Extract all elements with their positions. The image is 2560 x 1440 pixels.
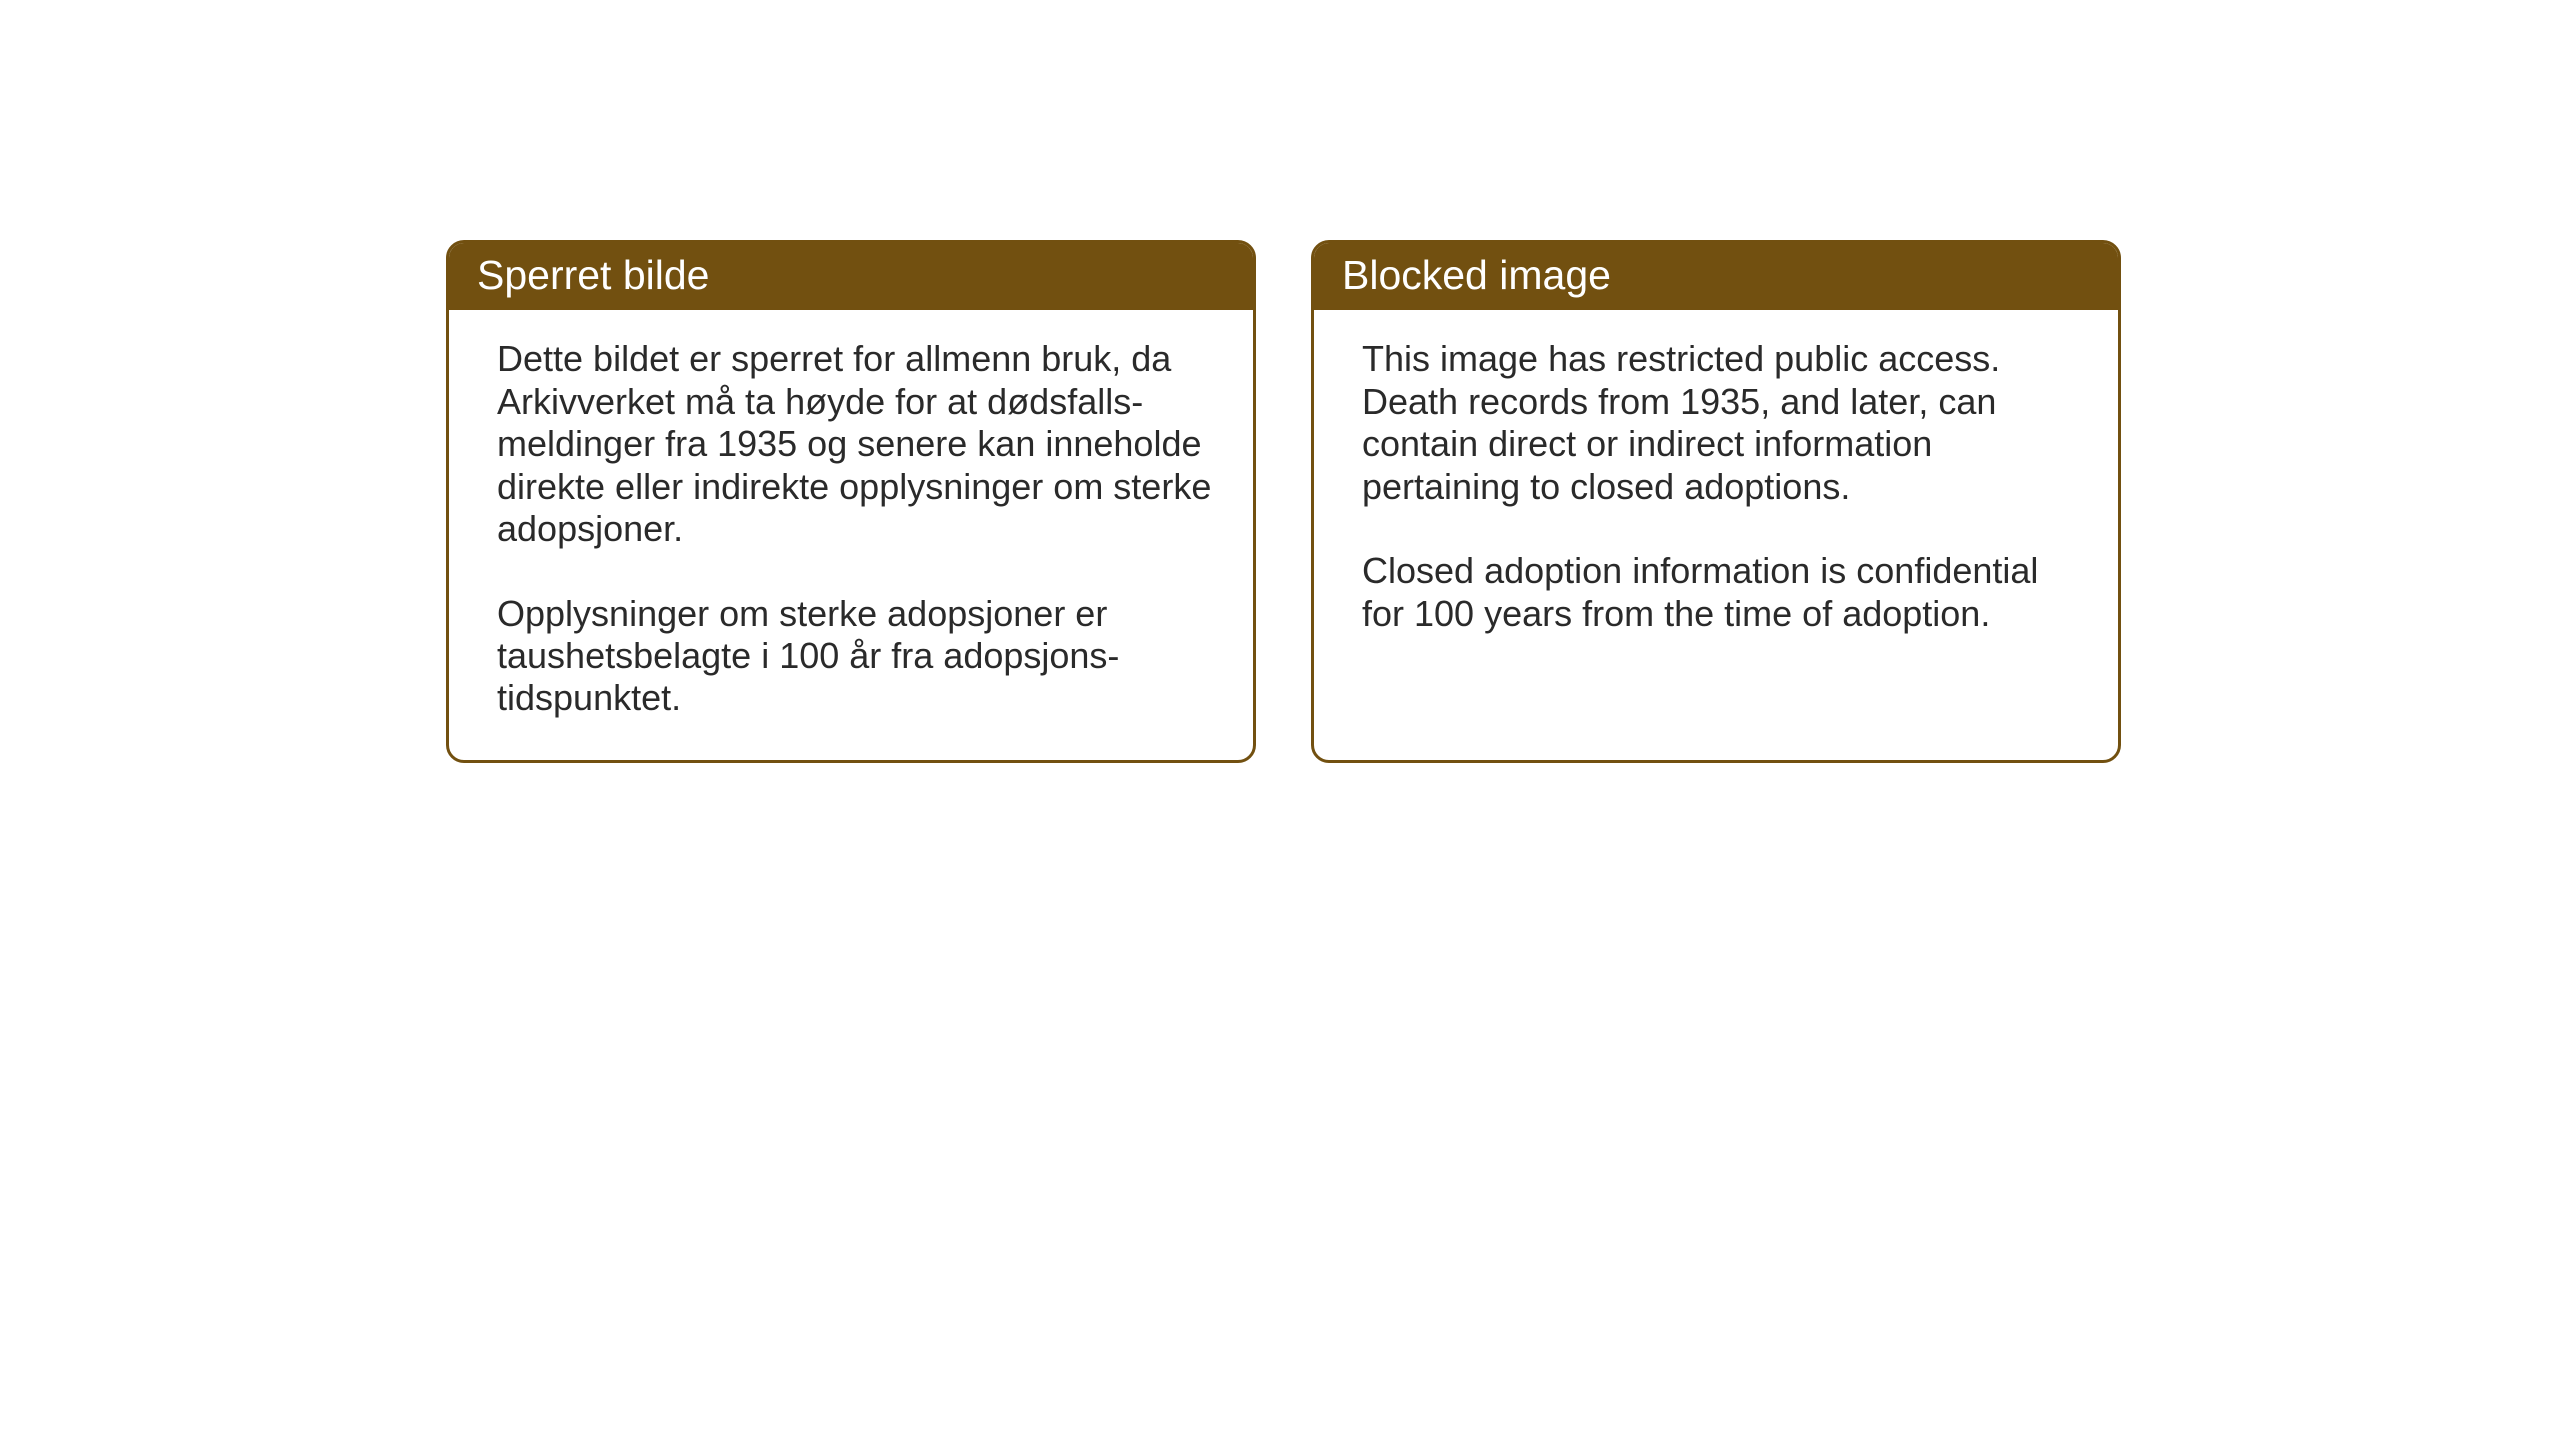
paragraph-norwegian-2: Opplysninger om sterke adopsjoner er tau…	[497, 593, 1213, 720]
paragraph-english-1: This image has restricted public access.…	[1362, 338, 2078, 508]
card-body-norwegian: Dette bildet er sperret for allmenn bruk…	[449, 310, 1253, 760]
card-body-english: This image has restricted public access.…	[1314, 310, 2118, 760]
notice-card-english: Blocked image This image has restricted …	[1311, 240, 2121, 763]
notice-card-norwegian: Sperret bilde Dette bildet er sperret fo…	[446, 240, 1256, 763]
card-header-english: Blocked image	[1314, 243, 2118, 310]
paragraph-norwegian-1: Dette bildet er sperret for allmenn bruk…	[497, 338, 1213, 550]
card-header-norwegian: Sperret bilde	[449, 243, 1253, 310]
paragraph-english-2: Closed adoption information is confident…	[1362, 550, 2078, 635]
notice-container: Sperret bilde Dette bildet er sperret fo…	[446, 240, 2121, 763]
